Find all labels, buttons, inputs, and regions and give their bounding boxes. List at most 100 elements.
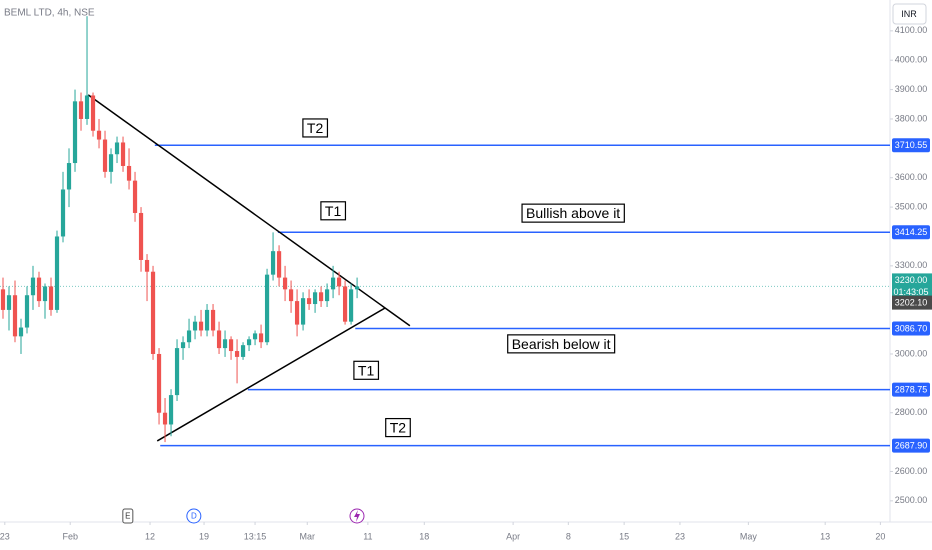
candle-body [288,289,294,302]
candle-body [282,277,288,290]
candle-body [42,286,48,302]
x-tick-label: Mar [300,531,316,541]
candle-body [330,277,336,290]
candle-body [66,163,72,190]
candle-body [120,142,126,166]
annotation: T2 [385,417,411,438]
candle-body [198,321,204,331]
annotation: T1 [320,201,347,221]
annotation: T1 [353,360,380,380]
candle-body [36,277,42,302]
level-price-box [892,321,930,336]
candle-body [96,130,102,140]
level-price-label: 3710.55 [895,140,928,150]
candle-body [18,327,24,337]
candle-body [30,277,36,296]
candle-body [342,286,348,322]
candle-body [168,395,174,425]
candle-body [216,330,222,349]
candle-body [174,348,180,396]
candle-body [276,251,282,278]
candle-body [150,271,156,354]
candle-body [78,101,84,119]
annotation: T2 [302,118,329,138]
annotation: Bullish above it [521,203,625,223]
candle-body [48,286,54,310]
x-tick-label: 18 [419,531,429,541]
y-tick-label: 4100.00 [895,25,928,35]
candle-body [162,412,168,425]
candle-body [306,298,312,305]
annotation-text: Bullish above it [526,205,620,221]
chart-title: BEML LTD, 4h, NSE [4,8,95,19]
y-tick-label: 3500.00 [895,201,928,211]
x-tick-label: 15 [619,531,629,541]
annotation: Bearish below it [507,334,616,354]
candle-body [324,289,330,302]
y-tick-label: 3900.00 [895,84,928,94]
x-tick-label: Feb [62,531,78,541]
candle-body [348,289,354,322]
annotation-box [521,203,625,223]
x-tick-label: May [740,531,758,541]
candle-body [6,295,12,310]
x-tick-label: Apr [506,531,520,541]
candle-body [126,165,132,181]
candle-body [258,333,264,343]
y-tick-label: 2800.00 [895,407,928,417]
candle-body [264,274,270,343]
event-label: E [125,512,130,521]
candle-body [192,321,198,331]
level-price-box [892,225,930,240]
x-tick-label: 11 [363,531,372,541]
lightning-event[interactable] [349,508,365,524]
event-marker [122,508,134,524]
level-price-box [892,382,930,397]
candle-body [294,301,300,325]
last-price-label: 3230.00 [895,275,928,285]
level-price-label: 2878.75 [895,384,928,394]
x-tick-label: 23 [0,531,10,541]
marker-price-box [892,295,932,310]
level-price-label: 3086.70 [895,323,928,333]
candle-body [234,351,240,357]
candle-body [108,154,114,172]
candle-body [60,189,66,237]
candle-body [318,292,324,302]
y-tick-label: 3800.00 [895,113,928,123]
candle-body [54,236,60,310]
last-price-box [892,273,932,300]
trendline [156,307,386,442]
candle-body [240,345,246,357]
candle-body [180,342,186,349]
y-tick-label: 2600.00 [895,466,928,476]
candle-body [246,339,252,346]
countdown-label: 01:43:05 [893,287,928,297]
candle-body [132,180,138,213]
candle-body [12,295,18,337]
currency: INR [901,9,917,19]
annotation-text: T1 [358,362,375,378]
annotation-box [385,417,411,438]
x-tick-label: 8 [566,531,571,541]
candle-body [312,292,318,305]
annotation-text: T1 [325,203,342,219]
candle-body [222,339,228,349]
candle-body [144,259,150,272]
candle-body [186,330,192,343]
x-tick-label: 20 [875,531,885,541]
annotation-text: Bearish below it [512,336,611,352]
x-tick-label: 13 [820,531,830,541]
y-tick-label: 3000.00 [895,348,928,358]
candle-body [84,95,90,119]
event-marker [186,508,202,524]
annotation-box [507,334,616,354]
candle-body [156,353,162,413]
candle-body [204,309,210,331]
currency-box[interactable] [892,3,927,25]
annotation-text: T2 [390,420,407,436]
x-tick-label: 23 [675,531,685,541]
candle-body [252,333,258,340]
candle-body [102,139,108,172]
